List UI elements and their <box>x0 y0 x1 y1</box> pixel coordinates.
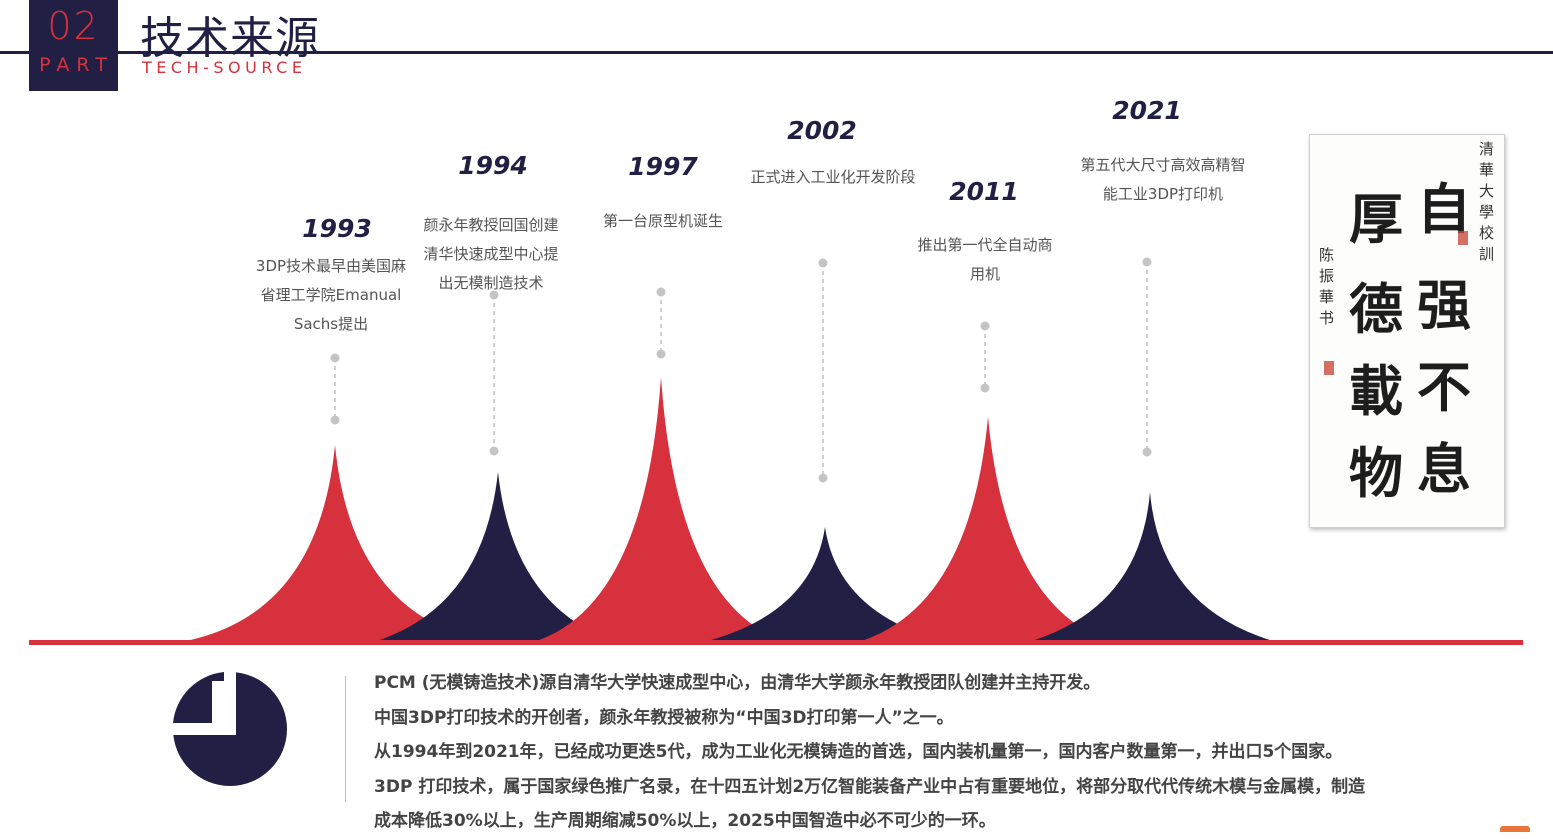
connector-dot <box>980 321 990 331</box>
peak-2011 <box>855 417 1115 643</box>
calligraphy-inscription-author: 陈振華书 <box>1317 247 1335 331</box>
title-underline <box>0 51 1553 54</box>
connector-dot <box>818 258 828 268</box>
calligraphy-char: 不 <box>1417 355 1471 419</box>
desc-line: 第一台原型机诞生 <box>602 212 723 230</box>
connector-dot <box>1142 257 1152 267</box>
connector-dot <box>818 473 828 483</box>
desc-line: 第五代大尺寸高效高精智 <box>1080 156 1246 174</box>
calligraphy-char: 厚 <box>1349 187 1403 251</box>
connector-dot <box>656 287 666 297</box>
desc-line: 颜永年教授回国创建 <box>423 216 559 234</box>
part-number: 02 <box>47 4 100 48</box>
seal-stamp <box>1458 231 1468 245</box>
desc-line: 用机 <box>969 265 1000 283</box>
divider-line <box>345 676 346 802</box>
desc-line: 清华快速成型中心提 <box>423 245 559 263</box>
timeline-peaks <box>175 377 1280 643</box>
connector-dot <box>330 353 340 363</box>
event-desc-1994: 颜永年教授回国创建 清华快速成型中心提 出无模制造技术 <box>396 211 586 298</box>
peak-1994 <box>370 472 620 643</box>
part-label: PART <box>39 54 114 76</box>
description-paragraph: 成本降低30%以上，生产周期缩减50%以上，2025中国智造中必不可少的一环。 <box>374 811 996 831</box>
peak-1993 <box>175 445 495 643</box>
connector-dot <box>1142 447 1152 457</box>
timeline-graphic <box>29 257 1523 645</box>
peak-2002 <box>700 527 950 643</box>
page-subtitle: TECH-SOURCE <box>142 58 307 77</box>
description-paragraph: 3DP 打印技术，属于国家绿色推广名录，在十四五计划2万亿智能装备产业中占有重要… <box>374 776 1366 797</box>
desc-line: 出无模制造技术 <box>438 274 544 292</box>
calligraphy-char: 强 <box>1417 273 1471 337</box>
calligraphy-inscription-school: 清華大學校訓 <box>1477 141 1495 267</box>
description-paragraph: PCM (无模铸造技术)源自清华大学快速成型中心，由清华大学颜永年教授团队创建并… <box>374 673 1101 693</box>
desc-line: 3DP技术最早由美国麻 <box>255 257 407 275</box>
desc-line: 能工业3DP打印机 <box>1102 185 1224 203</box>
year-label-2021: 2021 <box>1112 96 1182 125</box>
connector-dot <box>980 383 990 393</box>
event-desc-1993: 3DP技术最早由美国麻 省理工学院Emanual Sachs提出 <box>236 252 426 339</box>
seal-stamp <box>1324 361 1334 375</box>
event-desc-1997: 第一台原型机诞生 <box>568 207 758 236</box>
desc-line: 省理工学院Emanual <box>260 286 402 304</box>
event-desc-2011: 推出第一代全自动商 用机 <box>890 231 1080 289</box>
desc-line: 正式进入工业化开发阶段 <box>750 168 916 186</box>
timeline-connectors <box>330 257 1152 483</box>
part-badge: 02 PART <box>29 0 118 91</box>
connector-dot <box>489 446 499 456</box>
desc-line: Sachs提出 <box>293 315 369 333</box>
event-desc-2021: 第五代大尺寸高效高精智 能工业3DP打印机 <box>1063 151 1263 209</box>
peak-1997 <box>530 377 790 643</box>
event-desc-2002: 正式进入工业化开发阶段 <box>728 163 938 192</box>
calligraphy-char: 載 <box>1349 359 1403 423</box>
year-label-1993: 1993 <box>302 214 372 243</box>
corner-decoration <box>1500 826 1530 832</box>
peak-2021 <box>1025 492 1280 643</box>
year-label-1997: 1997 <box>628 152 698 181</box>
calligraphy-char: 德 <box>1349 277 1403 341</box>
pie-chart-icon <box>173 672 287 786</box>
calligraphy-char: 自 <box>1417 177 1471 241</box>
calligraphy-char: 物 <box>1349 441 1403 505</box>
year-label-2011: 2011 <box>949 177 1019 206</box>
description-paragraph: 从1994年到2021年，已经成功更迭5代，成为工业化无模铸造的首选，国内装机量… <box>374 742 1343 762</box>
connector-dot <box>489 290 499 300</box>
desc-line: 推出第一代全自动商 <box>917 236 1053 254</box>
calligraphy-scroll: 自 强 不 息 厚 德 載 物 清華大學校訓 陈振華书 <box>1309 134 1505 528</box>
calligraphy-char: 息 <box>1417 437 1471 501</box>
description-block: PCM (无模铸造技术)源自清华大学快速成型中心，由清华大学颜永年教授团队创建并… <box>374 666 1494 839</box>
connector-dot <box>656 349 666 359</box>
year-label-1994: 1994 <box>458 151 528 180</box>
page-title: 技术来源 <box>140 13 320 64</box>
timeline-baseline <box>29 640 1523 645</box>
year-label-2002: 2002 <box>787 116 857 145</box>
description-paragraph: 中国3DP打印技术的开创者，颜永年教授被称为“中国3D打印第一人”之一。 <box>374 707 954 728</box>
connector-dot <box>330 415 340 425</box>
